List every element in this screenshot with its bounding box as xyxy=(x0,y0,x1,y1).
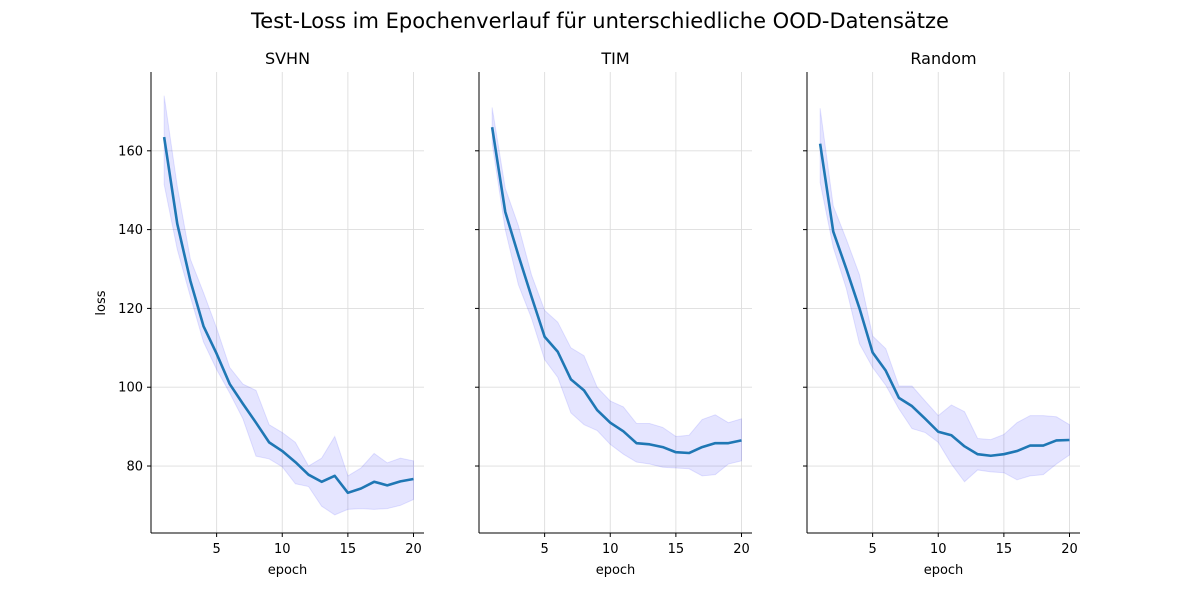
x-tick-label: 5 xyxy=(540,542,548,557)
panel-random: 5 10 15 20 Random epoch xyxy=(803,49,1080,578)
x-tick-label: 15 xyxy=(996,542,1013,557)
panel-title: TIM xyxy=(600,49,629,68)
confidence-band xyxy=(491,107,742,477)
x-tick-label: 20 xyxy=(405,542,422,557)
x-tick-label: 15 xyxy=(668,542,685,557)
y-tick-label: 160 xyxy=(118,144,143,159)
confidence-band xyxy=(819,108,1070,483)
x-tick-label: 10 xyxy=(930,542,947,557)
mean-loss-line xyxy=(818,143,1070,458)
mean-loss-line xyxy=(490,126,742,455)
y-axis-label: loss xyxy=(94,290,109,315)
x-axis-label: epoch xyxy=(924,563,964,578)
x-tick-label: 15 xyxy=(340,542,357,557)
figure-title: Test-Loss im Epochenverlauf für untersch… xyxy=(250,9,949,33)
x-axis-label: epoch xyxy=(268,563,308,578)
y-tick-label: 120 xyxy=(118,302,143,317)
x-tick-label: 5 xyxy=(868,542,876,557)
x-tick-label: 5 xyxy=(212,542,220,557)
subplots: 5 10 15 20 80 100 120 140 160 SVHN epoch loss 5 10 15 2… xyxy=(94,49,1080,578)
x-tick-label: 10 xyxy=(274,542,291,557)
panel-title: Random xyxy=(910,49,976,68)
mean-loss-line xyxy=(162,136,414,495)
y-tick-label: 80 xyxy=(126,460,143,475)
y-tick-label: 100 xyxy=(118,381,143,396)
panel-title: SVHN xyxy=(265,49,310,68)
x-axis-label: epoch xyxy=(596,563,636,578)
x-tick-label: 20 xyxy=(1061,542,1078,557)
x-tick-label: 10 xyxy=(602,542,619,557)
x-tick-label: 20 xyxy=(733,542,750,557)
confidence-band xyxy=(163,95,414,516)
panel-tim: 5 10 15 20 TIM epoch xyxy=(475,49,752,578)
y-tick-label: 140 xyxy=(118,223,143,238)
panel-svhn: 5 10 15 20 80 100 120 140 160 SVHN epoch loss xyxy=(94,49,424,578)
